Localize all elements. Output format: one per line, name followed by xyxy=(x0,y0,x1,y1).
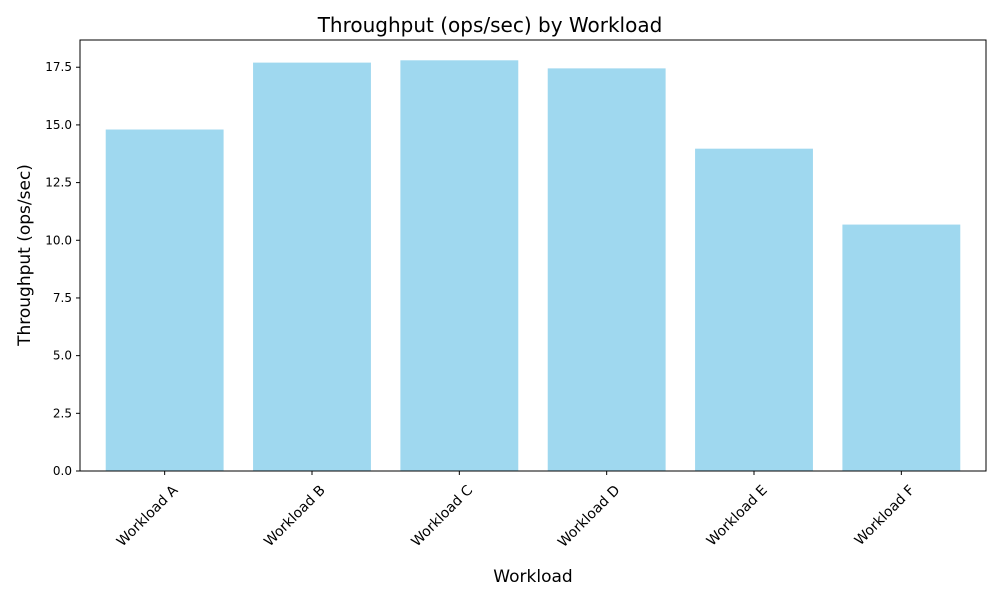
x-tick-label: Workload E xyxy=(704,482,771,549)
y-tick-label: 2.5 xyxy=(53,406,72,420)
y-tick-label: 12.5 xyxy=(45,176,72,190)
y-tick-label: 7.5 xyxy=(53,291,72,305)
bar-workload-a xyxy=(105,129,224,471)
y-axis-label: Throughput (ops/sec) xyxy=(15,164,35,347)
bar-workload-c xyxy=(400,60,519,471)
bar-workload-e xyxy=(695,148,813,471)
bar-workload-b xyxy=(253,62,371,471)
bar-workload-d xyxy=(547,68,666,471)
plot-area-frame xyxy=(79,39,987,472)
y-tick-label: 0.0 xyxy=(53,464,72,478)
x-tick-label: Workload D xyxy=(555,482,623,550)
y-tick-label: 10.0 xyxy=(45,233,72,247)
chart-title: Throughput (ops/sec) by Workload xyxy=(317,13,663,37)
bars-layer xyxy=(105,60,961,471)
x-axis-label: Workload xyxy=(493,567,572,587)
x-tick-label: Workload A xyxy=(114,482,182,550)
x-tick-label: Workload F xyxy=(852,482,918,548)
y-tick-label: 15.0 xyxy=(45,118,72,132)
bar-workload-f xyxy=(842,224,961,471)
x-axis: Workload A Workload B Workload C Workload D… xyxy=(114,471,918,551)
y-tick-label: 17.5 xyxy=(45,60,72,74)
x-tick-label: Workload C xyxy=(408,482,476,550)
y-tick-label: 5.0 xyxy=(53,349,72,363)
y-axis: 0.0 2.5 5.0 7.5 10.0 12.5 15.0 17.5 xyxy=(45,60,80,478)
x-tick-label: Workload B xyxy=(261,482,328,549)
